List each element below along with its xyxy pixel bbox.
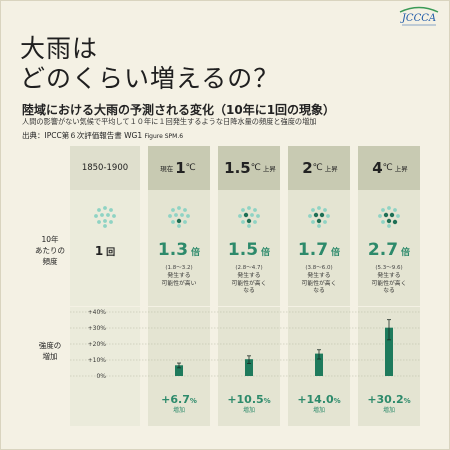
scenario-column-0: 1850-1900 1 回 <box>70 146 140 426</box>
intensity-value-label: +10.5% <box>227 393 270 406</box>
frequency-range: (2.8〜4.7) <box>235 265 263 271</box>
header-unit: ℃ <box>382 163 393 173</box>
frequency-range: (3.8〜6.0) <box>305 265 333 271</box>
title-line-2: どのくらい増えるの？ <box>20 64 280 93</box>
increase-label: 増加 <box>243 406 255 414</box>
frequency-number: 1.3 <box>157 240 189 260</box>
intensity-value-label: +6.7% <box>161 393 197 406</box>
frequency-unit: 倍 <box>331 248 341 258</box>
row-divider <box>288 306 350 307</box>
source-figure: Figure SPM.6 <box>144 133 184 140</box>
rain-dots-icon <box>167 206 191 228</box>
intensity-value-label: +14.0% <box>297 393 340 406</box>
header-unit: ℃ <box>312 163 323 173</box>
rain-dots-icon <box>377 206 401 228</box>
frequency-unit: 倍 <box>261 248 271 258</box>
intensity-bar <box>245 359 253 376</box>
frequency-unit: 回 <box>106 248 116 258</box>
header-big: 2 <box>302 159 313 177</box>
frequency-number: 1 <box>94 244 104 258</box>
column-header: 1850-1900 <box>70 146 140 190</box>
frequency-unit: 倍 <box>401 248 411 258</box>
header-unit: ℃ <box>250 163 261 173</box>
source-text: 出典：IPCC第６次評価報告書 WG1 <box>22 131 143 140</box>
increase-label: 増加 <box>383 406 395 414</box>
y-tick-label: +40% <box>88 309 107 316</box>
intensity-bar <box>175 365 183 376</box>
intensity-value-label: +30.2% <box>367 393 410 406</box>
title-line-1: 大雨は <box>20 34 99 63</box>
intensity-chart-svg: 0%+10%+20%+30%+40%+6.7%増加+10.5%増加+14.0%増… <box>70 309 420 414</box>
row-divider <box>148 306 210 307</box>
column-background <box>358 146 420 426</box>
comparison-table: 1850-1900 1 回現在 1 ℃ 1.3 倍 (1.8〜3.2) 発生する 可能性が高い 1… <box>24 146 442 426</box>
y-tick-label: +30% <box>88 325 107 332</box>
likelihood-note: 発生する 可能性が高く なる <box>301 273 337 294</box>
jccca-logo: JCCCA <box>398 6 440 28</box>
frequency-row-label: 10年 あたりの 頻度 <box>35 235 65 266</box>
rain-dots-icon <box>93 206 117 228</box>
frequency-number: 2.7 <box>367 240 399 260</box>
frequency-range: (5.3〜9.6) <box>375 265 403 271</box>
column-background <box>148 146 210 426</box>
intensity-row-label: 強度の 増加 <box>38 341 62 361</box>
scenario-column-3: 2 ℃ 上昇 1.7 倍 (3.8〜6.0) 発生する 可能性が高く なる <box>288 146 350 426</box>
rain-dots-icon <box>237 206 261 228</box>
header-post: 上昇 <box>262 165 276 173</box>
subtitle: 陸域における大雨の予測される変化（10年に1回の現象） <box>22 103 336 117</box>
likelihood-note: 発生する 可能性が高く なる <box>371 273 407 294</box>
header-post: 上昇 <box>394 165 408 173</box>
description: 人間の影響がない気候で平均して１０年に１回発生するような日降水量の頻度と強度の増… <box>22 117 317 126</box>
header-post: 上昇 <box>324 165 338 173</box>
frequency-value: 2.7 倍 <box>358 240 420 260</box>
intensity-bar <box>315 353 323 376</box>
frequency-number: 1.5 <box>227 240 259 260</box>
row-divider <box>358 306 420 307</box>
likelihood-note: 発生する 可能性が高い <box>161 273 197 287</box>
intensity-chart: 0% +10% +20% +30% +40% +6.7% 増加 +10.5% 増加 +14.0% 増… <box>24 306 442 426</box>
logo-text: JCCCA <box>400 13 436 24</box>
frequency-value: 1.5 倍 <box>218 240 280 260</box>
column-background <box>70 146 140 426</box>
y-tick-label: +20% <box>88 341 107 348</box>
scenario-column-2: 1.5 ℃ 上昇 1.5 倍 (2.8〜4.7) 発生する 可能性が高く なる <box>218 146 280 426</box>
frequency-number: 1.7 <box>297 240 329 260</box>
y-tick-label: 0% <box>96 373 106 380</box>
column-header: 4 ℃ 上昇 <box>358 146 420 190</box>
header-big: 1.5 <box>224 159 251 177</box>
likelihood-note: 発生する 可能性が高く なる <box>231 273 267 294</box>
page-title: 大雨は どのくらい増えるの？ <box>20 34 279 94</box>
rain-dots-icon <box>307 206 331 228</box>
y-tick-label: +10% <box>88 357 107 364</box>
header-pre: 現在 <box>160 165 174 173</box>
header-unit: ℃ <box>185 163 196 173</box>
frequency-unit: 倍 <box>191 248 201 258</box>
frequency-value: 1.7 倍 <box>288 240 350 260</box>
scenario-column-1: 現在 1 ℃ 1.3 倍 (1.8〜3.2) 発生する 可能性が高い <box>148 146 210 426</box>
increase-label: 増加 <box>313 406 325 414</box>
frequency-value: 1.3 倍 <box>148 240 210 260</box>
row-divider <box>70 306 140 307</box>
column-header: 1.5 ℃ 上昇 <box>218 146 280 190</box>
column-background <box>288 146 350 426</box>
header-big: 1850-1900 <box>81 163 129 173</box>
column-header: 現在 1 ℃ <box>148 146 210 190</box>
row-divider <box>218 306 280 307</box>
header-big: 1 <box>175 159 186 177</box>
column-header: 2 ℃ 上昇 <box>288 146 350 190</box>
source: 出典：IPCC第６次評価報告書 WG1 Figure SPM.6 <box>22 130 183 141</box>
frequency-range: (1.8〜3.2) <box>165 265 193 271</box>
increase-label: 増加 <box>173 406 185 414</box>
column-background <box>218 146 280 426</box>
scenario-column-4: 4 ℃ 上昇 2.7 倍 (5.3〜9.6) 発生する 可能性が高く なる <box>358 146 420 426</box>
intensity-bar <box>385 327 393 376</box>
header-big: 4 <box>372 159 383 177</box>
